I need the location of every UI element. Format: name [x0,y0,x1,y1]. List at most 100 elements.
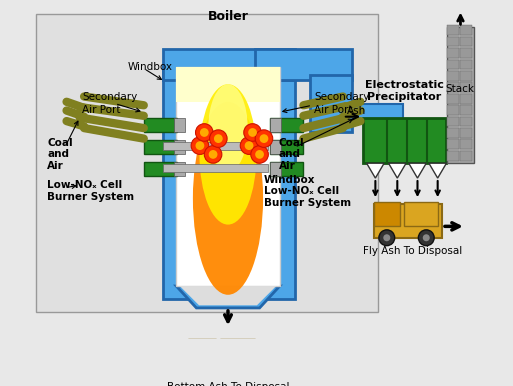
Polygon shape [388,163,406,178]
Text: Windbox
Low-NOₓ Cell
Burner System: Windbox Low-NOₓ Cell Burner System [264,174,351,208]
Circle shape [419,230,434,245]
FancyBboxPatch shape [447,105,459,115]
FancyBboxPatch shape [144,119,177,132]
FancyBboxPatch shape [163,67,294,299]
Circle shape [244,124,261,141]
FancyBboxPatch shape [36,14,378,312]
Text: Bottom Ash To Disposal: Bottom Ash To Disposal [167,382,289,386]
FancyBboxPatch shape [174,119,185,132]
Ellipse shape [208,84,248,172]
FancyBboxPatch shape [447,128,459,138]
FancyBboxPatch shape [447,37,459,46]
Text: Fly Ash To Disposal: Fly Ash To Disposal [364,246,463,256]
Circle shape [191,137,209,154]
Circle shape [200,128,209,137]
FancyBboxPatch shape [447,71,459,81]
FancyBboxPatch shape [176,67,280,286]
Circle shape [240,372,247,379]
Circle shape [214,134,223,143]
FancyBboxPatch shape [174,141,185,154]
FancyBboxPatch shape [447,139,459,149]
Text: Coal
and
Air: Coal and Air [47,138,73,171]
FancyBboxPatch shape [310,75,352,132]
Polygon shape [176,286,280,308]
FancyBboxPatch shape [404,202,438,226]
FancyBboxPatch shape [163,142,268,150]
FancyBboxPatch shape [255,49,352,80]
Circle shape [383,234,390,241]
Ellipse shape [200,84,256,225]
Circle shape [240,137,258,154]
Circle shape [210,130,227,147]
FancyBboxPatch shape [346,103,403,121]
Text: Electrostatic
Precipitator: Electrostatic Precipitator [365,80,444,102]
FancyBboxPatch shape [163,49,294,80]
FancyBboxPatch shape [461,48,472,58]
FancyBboxPatch shape [363,118,446,163]
Ellipse shape [193,102,263,295]
FancyBboxPatch shape [176,67,280,102]
FancyBboxPatch shape [174,162,185,176]
FancyBboxPatch shape [373,205,442,238]
Circle shape [194,367,210,383]
FancyBboxPatch shape [144,162,177,176]
Text: Low-NOₓ Cell
Burner System: Low-NOₓ Cell Burner System [47,181,134,202]
FancyBboxPatch shape [270,162,303,176]
Circle shape [251,146,268,163]
Circle shape [245,141,253,150]
FancyBboxPatch shape [447,27,473,163]
FancyBboxPatch shape [447,48,459,58]
FancyBboxPatch shape [163,164,268,172]
FancyBboxPatch shape [461,94,472,103]
FancyBboxPatch shape [373,202,400,226]
FancyBboxPatch shape [270,141,281,154]
Text: Boiler: Boiler [208,10,248,23]
Circle shape [423,234,430,241]
FancyBboxPatch shape [144,141,177,154]
Polygon shape [367,163,384,178]
FancyBboxPatch shape [447,83,459,92]
FancyBboxPatch shape [188,342,260,376]
FancyBboxPatch shape [461,71,472,81]
FancyBboxPatch shape [461,60,472,69]
Text: Stack: Stack [446,84,475,94]
FancyBboxPatch shape [461,151,472,161]
Circle shape [260,134,268,143]
Circle shape [255,150,264,159]
FancyBboxPatch shape [188,339,215,363]
FancyBboxPatch shape [447,60,459,69]
Text: Secondary
Air Port: Secondary Air Port [83,92,137,115]
Text: Ash: Ash [347,105,367,115]
Text: Windbox: Windbox [128,62,173,72]
Circle shape [195,124,213,141]
FancyBboxPatch shape [447,151,459,161]
Circle shape [204,146,222,163]
FancyBboxPatch shape [270,141,303,154]
FancyBboxPatch shape [270,162,281,176]
Circle shape [209,150,218,159]
FancyBboxPatch shape [447,117,459,126]
FancyBboxPatch shape [220,339,255,363]
FancyBboxPatch shape [461,139,472,149]
Circle shape [236,367,252,383]
Polygon shape [180,286,276,305]
FancyBboxPatch shape [461,128,472,138]
Polygon shape [429,163,446,178]
Circle shape [195,141,204,150]
FancyBboxPatch shape [461,117,472,126]
Circle shape [248,128,257,137]
Polygon shape [409,163,426,178]
FancyBboxPatch shape [461,105,472,115]
FancyBboxPatch shape [461,25,472,35]
Text: Coal
and
Air: Coal and Air [279,138,305,171]
FancyBboxPatch shape [447,25,459,35]
Text: Secondary
Air Port: Secondary Air Port [314,92,369,115]
FancyBboxPatch shape [270,119,281,132]
Circle shape [379,230,394,245]
Circle shape [199,372,206,379]
Circle shape [255,130,273,147]
FancyBboxPatch shape [461,37,472,46]
FancyBboxPatch shape [447,94,459,103]
FancyBboxPatch shape [461,83,472,92]
FancyBboxPatch shape [270,119,303,132]
